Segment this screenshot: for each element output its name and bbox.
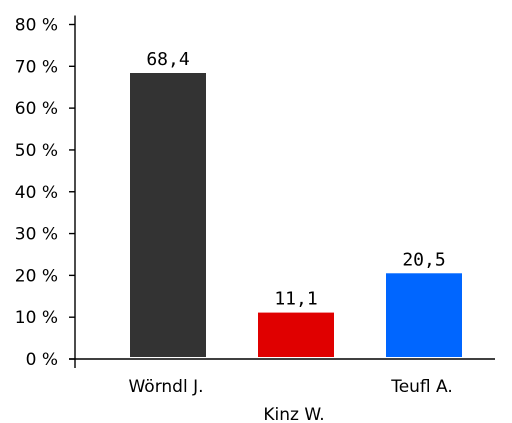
data-label: 68,4	[146, 49, 189, 70]
y-tick-label: 10 %	[15, 308, 58, 328]
category-label: Teufl A.	[390, 377, 453, 397]
y-tick-label: 40 %	[15, 183, 58, 203]
data-label: 20,5	[402, 249, 445, 270]
bar	[258, 312, 334, 357]
y-tick-label: 70 %	[15, 57, 58, 77]
category-label: Wörndl J.	[128, 377, 203, 397]
y-tick-label: 80 %	[15, 16, 58, 36]
y-tick-label: 60 %	[15, 99, 58, 119]
y-tick-label: 30 %	[15, 225, 58, 245]
y-axis: 0 % 10 % 20 % 30 % 40 % 50 % 60 % 70 % 80 %	[15, 15, 76, 370]
y-tick-label: 0 %	[26, 350, 58, 370]
bars	[130, 73, 462, 357]
y-tick-label: 20 %	[15, 266, 58, 286]
category-label: Kinz W.	[263, 405, 324, 423]
y-tick-label: 50 %	[15, 141, 58, 161]
data-label: 11,1	[274, 289, 317, 310]
bar	[130, 73, 206, 357]
y-ticks: 0 % 10 % 20 % 30 % 40 % 50 % 60 % 70 % 80 %	[15, 16, 75, 370]
data-labels: 68,4 11,1 20,5	[146, 49, 445, 310]
bar	[386, 273, 462, 357]
category-labels: Wörndl J. Kinz W. Teufl A.	[128, 377, 452, 423]
